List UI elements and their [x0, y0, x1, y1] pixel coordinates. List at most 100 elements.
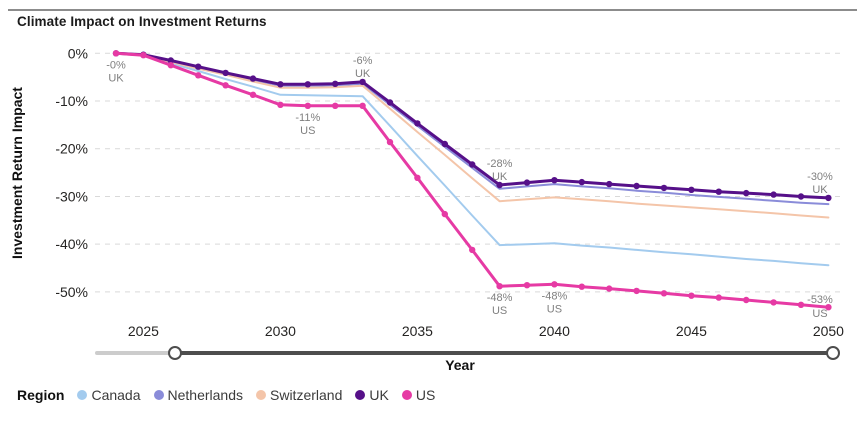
data-point-us[interactable] — [332, 102, 339, 110]
data-point-uk[interactable] — [578, 178, 585, 186]
y-tick-label: -20% — [55, 141, 88, 157]
data-point-us[interactable] — [743, 296, 750, 304]
data-point-uk[interactable] — [222, 69, 229, 77]
data-point-uk[interactable] — [386, 99, 394, 106]
data-point-us[interactable] — [441, 210, 448, 218]
y-axis-title: Investment Return Impact — [9, 87, 25, 259]
data-point-us[interactable] — [825, 304, 832, 311]
data-point-us[interactable] — [770, 299, 777, 306]
slider-track-active[interactable] — [175, 351, 833, 355]
data-point-uk[interactable] — [277, 81, 284, 88]
data-point-uk[interactable] — [195, 63, 202, 70]
data-point-us[interactable] — [660, 290, 668, 297]
data-point-uk[interactable] — [770, 191, 777, 198]
data-point-uk[interactable] — [359, 78, 366, 86]
data-point-uk[interactable] — [414, 120, 421, 127]
data-point-uk[interactable] — [523, 179, 531, 186]
data-point-us[interactable] — [715, 294, 722, 301]
data-point-us[interactable] — [496, 283, 503, 290]
data-point-us[interactable] — [606, 285, 613, 292]
legend-dot-switzerland — [256, 390, 266, 400]
chart-title: Climate Impact on Investment Returns — [17, 14, 267, 29]
x-tick-label: 2040 — [539, 323, 570, 339]
data-point-uk[interactable] — [715, 188, 722, 195]
x-axis-title: Year — [445, 357, 475, 373]
data-point-uk[interactable] — [660, 184, 668, 192]
data-point-uk[interactable] — [167, 57, 174, 64]
data-point-us[interactable] — [386, 138, 394, 146]
data-point-us[interactable] — [633, 287, 640, 295]
x-axis-range-slider[interactable] — [0, 344, 865, 362]
top-divider — [8, 9, 857, 11]
y-tick-label: 0% — [68, 45, 88, 61]
data-point-uk[interactable] — [688, 186, 695, 193]
slider-handle-left[interactable] — [168, 346, 182, 360]
data-point-uk[interactable] — [496, 181, 503, 189]
svg-text:UK: UK — [355, 68, 371, 80]
data-point-uk[interactable] — [606, 180, 613, 188]
data-point-uk[interactable] — [797, 193, 805, 200]
data-point-us[interactable] — [578, 283, 585, 290]
slider-track-inactive[interactable] — [95, 351, 175, 355]
y-tick-label: -50% — [55, 284, 88, 300]
data-point-uk[interactable] — [551, 177, 558, 184]
data-point-us[interactable] — [523, 282, 531, 289]
series-line-us[interactable] — [114, 51, 830, 309]
data-point-us[interactable] — [222, 82, 229, 89]
data-point-us[interactable] — [359, 102, 366, 110]
legend: Region Canada Netherlands Switzerland UK US — [17, 387, 435, 403]
legend-dot-canada — [77, 390, 88, 400]
svg-text:US: US — [812, 308, 827, 320]
svg-text:-48%: -48% — [542, 290, 568, 302]
data-point-us[interactable] — [140, 52, 147, 59]
legend-item-switzerland[interactable]: Switzerland — [256, 387, 342, 403]
svg-text:-0%: -0% — [106, 59, 126, 71]
x-tick-label: 2030 — [265, 323, 296, 339]
x-tick-label: 2025 — [128, 323, 159, 339]
data-label--48%-US: -48%US — [487, 292, 513, 317]
data-point-uk[interactable] — [249, 75, 257, 82]
slider-handle-right[interactable] — [826, 346, 840, 360]
data-point-uk[interactable] — [304, 81, 311, 88]
data-point-us[interactable] — [112, 50, 120, 57]
y-tick-label: -40% — [55, 236, 88, 252]
data-point-us[interactable] — [277, 101, 284, 109]
legend-label: UK — [369, 387, 389, 403]
legend-item-netherlands[interactable]: Netherlands — [153, 387, 243, 403]
svg-text:US: US — [547, 303, 562, 315]
svg-text:-53%: -53% — [807, 294, 833, 306]
legend-title: Region — [17, 387, 65, 403]
series-line-canada[interactable] — [115, 52, 830, 267]
data-point-us[interactable] — [195, 72, 202, 79]
data-label--53%-US: -53% US — [807, 294, 833, 320]
legend-dot-us — [401, 390, 412, 400]
svg-text:UK: UK — [812, 184, 828, 196]
data-point-uk[interactable] — [441, 140, 448, 148]
y-tick-label: -10% — [55, 93, 88, 109]
x-tick-label: 2050 — [813, 323, 844, 339]
data-point-us[interactable] — [469, 246, 476, 254]
legend-item-canada[interactable]: Canada — [77, 387, 141, 403]
data-label--30%-UK: -30%UK — [807, 171, 833, 196]
data-point-us[interactable] — [688, 292, 695, 299]
legend-item-uk[interactable]: UK — [355, 387, 389, 403]
line-chart-plot-area[interactable]: 0% -10% -20% -30% -40% -50% 2025 2030 2035 2040 20… — [0, 0, 865, 345]
data-point-uk[interactable] — [825, 194, 832, 202]
data-point-us[interactable] — [414, 174, 421, 181]
data-point-uk[interactable] — [743, 189, 750, 197]
legend-dot-uk — [355, 390, 366, 400]
data-point-us[interactable] — [797, 301, 805, 308]
data-point-uk[interactable] — [469, 161, 476, 168]
series-line-netherlands[interactable] — [115, 52, 830, 206]
series-line-switzerland[interactable] — [115, 52, 830, 219]
data-point-us[interactable] — [304, 102, 311, 110]
data-point-us[interactable] — [249, 91, 257, 99]
data-label--6%-UK: -6%UK — [353, 55, 373, 80]
data-point-uk[interactable] — [332, 80, 339, 88]
data-label--28%-UK: -28%UK — [487, 158, 513, 183]
data-point-uk[interactable] — [633, 182, 640, 190]
data-point-us[interactable] — [167, 61, 174, 69]
data-point-us[interactable] — [551, 281, 558, 288]
data-label--11%-US: -11%US — [295, 112, 320, 137]
legend-item-us[interactable]: US — [401, 387, 435, 403]
